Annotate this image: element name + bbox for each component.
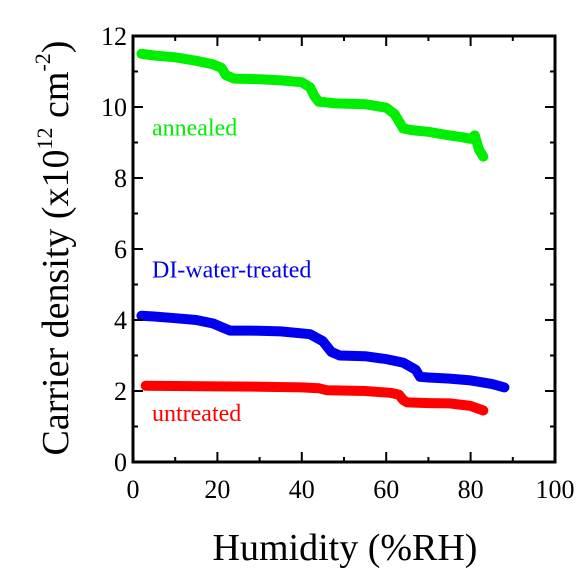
labels-layer: 0 20 40 60 80 100 0 2 4 6 8 10 12 annealed DI-water-tr… — [101, 22, 575, 504]
y-tick-label: 0 — [114, 448, 127, 477]
y-axis-title-suffix: ) — [35, 41, 77, 54]
y-tick-label: 2 — [114, 377, 127, 406]
series-label-untreated: untreated — [152, 401, 241, 427]
series-line-untreated — [140, 380, 489, 416]
x-tick-label: 0 — [127, 475, 140, 504]
y-tick-label: 12 — [101, 22, 127, 51]
series-line-di-water-treated — [136, 310, 510, 393]
ticks-layer — [132, 35, 556, 463]
y-axis-title-unit: cm — [35, 72, 77, 128]
y-tick-label: 6 — [114, 235, 127, 264]
series-layer — [136, 48, 510, 416]
y-axis-title-prefix: Carrier density (x10 — [35, 149, 77, 455]
x-tick-label: 40 — [289, 475, 315, 504]
y-tick-label: 8 — [114, 164, 127, 193]
x-tick-label: 60 — [373, 475, 399, 504]
x-tick-label: 80 — [458, 475, 484, 504]
y-axis-title-exponent-12: 12 — [32, 127, 57, 149]
series-label-annealed: annealed — [152, 115, 237, 141]
y-tick-label: 10 — [101, 93, 127, 122]
x-tick-label: 100 — [536, 475, 575, 504]
y-axis-title-exponent-minus2: -2 — [30, 53, 55, 71]
x-tick-label: 20 — [204, 475, 230, 504]
y-tick-label: 4 — [114, 306, 127, 335]
series-label-di-water-treated: DI-water-treated — [152, 257, 311, 283]
series-line-annealed — [136, 48, 489, 162]
y-axis-title: Carrier density (x1012 cm-2) — [30, 41, 77, 456]
x-axis-title: Humidity (%RH) — [213, 527, 478, 569]
